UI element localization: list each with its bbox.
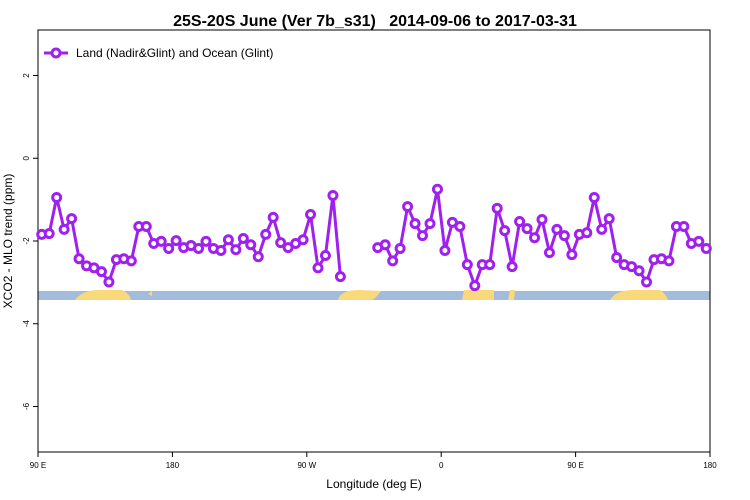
land	[148, 291, 152, 296]
data-point	[140, 221, 152, 233]
data-point	[633, 265, 645, 277]
data-point	[484, 259, 496, 271]
data-point	[66, 213, 78, 225]
data-point	[491, 202, 503, 214]
data-point	[95, 266, 107, 278]
data-point	[469, 280, 481, 292]
data-point	[327, 189, 339, 201]
data-point	[461, 259, 473, 271]
data-point	[417, 230, 429, 242]
land-ocean-strip	[38, 290, 710, 300]
data-point	[611, 252, 623, 264]
x-tick-label: 180	[166, 461, 180, 470]
data-point	[536, 213, 548, 225]
data-point	[319, 249, 331, 261]
data-point	[260, 228, 272, 240]
land	[508, 290, 515, 300]
data-point	[439, 245, 451, 257]
data-point	[588, 192, 600, 204]
data-point	[424, 218, 436, 230]
chart-title: 25S-20S June (Ver 7b_s31) 2014-09-06 to …	[173, 13, 577, 30]
y-tick-label: -2	[22, 237, 31, 245]
x-tick-label: 90 W	[297, 461, 316, 470]
data-point	[387, 255, 399, 267]
data-point	[200, 235, 212, 247]
land	[610, 290, 668, 300]
data-point	[641, 276, 653, 288]
data-point	[379, 239, 391, 251]
legend: Land (Nadir&Glint) and Ocean (Glint)	[44, 46, 273, 60]
y-tick-label: -6	[22, 402, 31, 410]
data-point	[566, 249, 578, 261]
land	[338, 290, 381, 300]
data-point	[43, 228, 55, 240]
data-point	[312, 262, 324, 274]
data-point	[73, 253, 85, 265]
data-point	[237, 233, 249, 245]
data-point	[596, 223, 608, 235]
data-point	[521, 223, 533, 235]
data-point	[275, 237, 287, 249]
y-tick-label: 2	[22, 73, 31, 78]
data-point	[529, 232, 541, 244]
x-axis-label: Longitude (deg E)	[326, 477, 421, 491]
data-point	[409, 218, 421, 230]
data-point	[402, 201, 414, 213]
data-point	[230, 244, 242, 256]
data-point	[163, 242, 175, 254]
data-point	[581, 227, 593, 239]
data-point	[678, 221, 690, 233]
data-point	[193, 242, 205, 254]
legend-marker	[50, 47, 62, 59]
data-point	[394, 242, 406, 254]
data-point	[454, 221, 466, 233]
data-point	[267, 211, 279, 223]
data-point	[506, 261, 518, 273]
land	[462, 290, 494, 300]
data-point	[514, 216, 526, 228]
data-point	[603, 213, 615, 225]
land	[75, 290, 131, 300]
data-point	[551, 223, 563, 235]
data-point	[58, 223, 70, 235]
data-point	[693, 235, 705, 247]
data-point	[170, 235, 182, 247]
x-tick-label: 180	[703, 461, 717, 470]
data-point	[245, 239, 257, 251]
y-tick-label: 0	[22, 155, 31, 160]
data-point	[663, 255, 675, 267]
data-point	[125, 255, 137, 267]
data-point	[431, 183, 443, 195]
data-point	[499, 225, 511, 237]
data-point	[700, 242, 712, 254]
x-tick-label: 90 E	[567, 461, 583, 470]
data-point	[51, 192, 63, 204]
data-point	[305, 209, 317, 221]
data-point	[297, 234, 309, 246]
x-tick-label: 90 E	[30, 461, 46, 470]
y-axis-label: XCO2 - MLO trend (ppm)	[1, 174, 15, 309]
data-point	[334, 271, 346, 283]
y-tick-label: -4	[22, 320, 31, 328]
data-point	[103, 276, 115, 288]
data-point	[252, 251, 264, 263]
data-point	[543, 247, 555, 259]
x-tick-label: 0	[439, 461, 444, 470]
legend-label: Land (Nadir&Glint) and Ocean (Glint)	[76, 46, 273, 60]
data-point	[215, 245, 227, 257]
data-point	[222, 234, 234, 246]
data-point	[558, 230, 570, 242]
data-point	[155, 235, 167, 247]
